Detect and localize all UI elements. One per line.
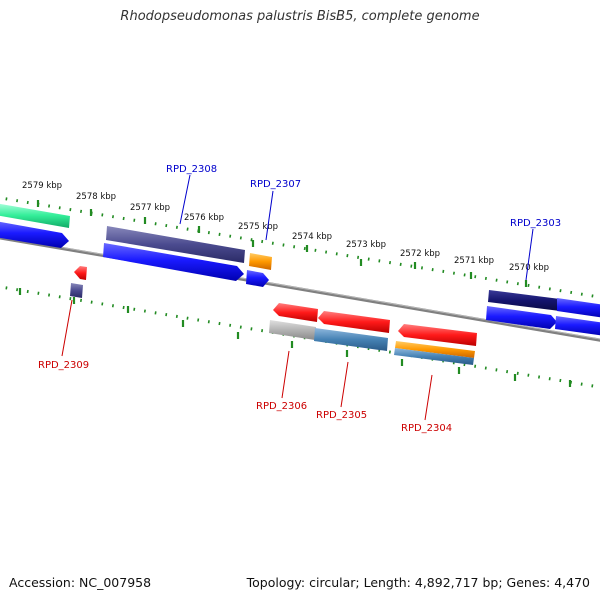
cds-arrow-2309-region[interactable] bbox=[0, 221, 69, 248]
reverse-gene-labels: RPD_2309 RPD_2306 RPD_2305 RPD_2304 bbox=[38, 360, 452, 434]
gene-feature-rpd-2303[interactable] bbox=[488, 290, 560, 311]
cds-arrow-right-edge[interactable] bbox=[555, 316, 600, 336]
cds-arrow-rpd-2306[interactable] bbox=[273, 303, 318, 322]
genome-backbone bbox=[0, 236, 600, 342]
reverse-tick-track bbox=[0, 285, 600, 389]
gene-label-rpd-2306[interactable]: RPD_2306 bbox=[256, 401, 307, 412]
tick-label: 2570 kbp bbox=[509, 263, 549, 273]
genome-title: Rhodopseudomonas palustris BisB5, comple… bbox=[120, 9, 480, 24]
tick-label: 2574 kbp bbox=[292, 232, 332, 242]
cds-arrow-rpd-2308[interactable] bbox=[103, 243, 244, 281]
reverse-features bbox=[70, 266, 477, 365]
gene-feature-rpd-2308[interactable] bbox=[106, 226, 245, 263]
gene-feature-rpd-2309[interactable] bbox=[70, 283, 83, 298]
gene-label-rpd-2308[interactable]: RPD_2308 bbox=[166, 164, 217, 175]
cds-arrow-rpd-2303[interactable] bbox=[486, 306, 557, 329]
reverse-label-leaders bbox=[61, 299, 433, 421]
gene-feature-rpd-2304-lower[interactable] bbox=[394, 348, 474, 365]
tick-label: 2578 kbp bbox=[76, 192, 116, 202]
tick-label: 2573 kbp bbox=[346, 240, 386, 250]
gene-label-rpd-2303[interactable]: RPD_2303 bbox=[510, 218, 561, 229]
tick-label: 2576 kbp bbox=[184, 213, 224, 223]
tick-label: 2579 kbp bbox=[22, 181, 62, 191]
gene-feature-rpd-2304[interactable] bbox=[395, 341, 475, 358]
forward-major-ticks bbox=[36, 200, 528, 287]
accession-text: Accession: NC_007958 bbox=[9, 575, 152, 590]
forward-label-leaders bbox=[179, 174, 534, 281]
forward-features bbox=[0, 203, 600, 336]
gene-label-rpd-2307[interactable]: RPD_2307 bbox=[250, 179, 301, 190]
gene-feature-rpd-2305[interactable] bbox=[314, 328, 388, 351]
gene-feature-rpd-2307[interactable] bbox=[249, 253, 272, 270]
gene-label-rpd-2304[interactable]: RPD_2304 bbox=[401, 423, 452, 434]
cds-arrow-rpd-2305[interactable] bbox=[318, 311, 390, 333]
tick-labels: 2579 kbp 2578 kbp 2577 kbp 2576 kbp 2575… bbox=[22, 181, 549, 273]
tick-label: 2571 kbp bbox=[454, 256, 494, 266]
gene-label-rpd-2309[interactable]: RPD_2309 bbox=[38, 360, 89, 371]
cds-arrow-rpd-2309[interactable] bbox=[74, 266, 87, 280]
gene-feature-green[interactable] bbox=[0, 203, 70, 228]
tick-label: 2577 kbp bbox=[130, 203, 170, 213]
tick-label: 2575 kbp bbox=[238, 222, 278, 232]
forward-tick-track bbox=[0, 196, 600, 299]
reverse-major-ticks bbox=[18, 288, 572, 387]
gene-feature-rpd-2306[interactable] bbox=[269, 320, 316, 340]
gene-feature-right-edge[interactable] bbox=[557, 298, 600, 318]
gene-label-rpd-2305[interactable]: RPD_2305 bbox=[316, 410, 367, 421]
cds-arrow-rpd-2307[interactable] bbox=[246, 270, 269, 287]
forward-gene-labels: RPD_2308 RPD_2307 RPD_2303 bbox=[166, 164, 561, 229]
cds-arrow-rpd-2304[interactable] bbox=[398, 324, 477, 346]
genome-summary-text: Topology: circular; Length: 4,892,717 bp… bbox=[246, 575, 590, 590]
tick-label: 2572 kbp bbox=[400, 249, 440, 259]
